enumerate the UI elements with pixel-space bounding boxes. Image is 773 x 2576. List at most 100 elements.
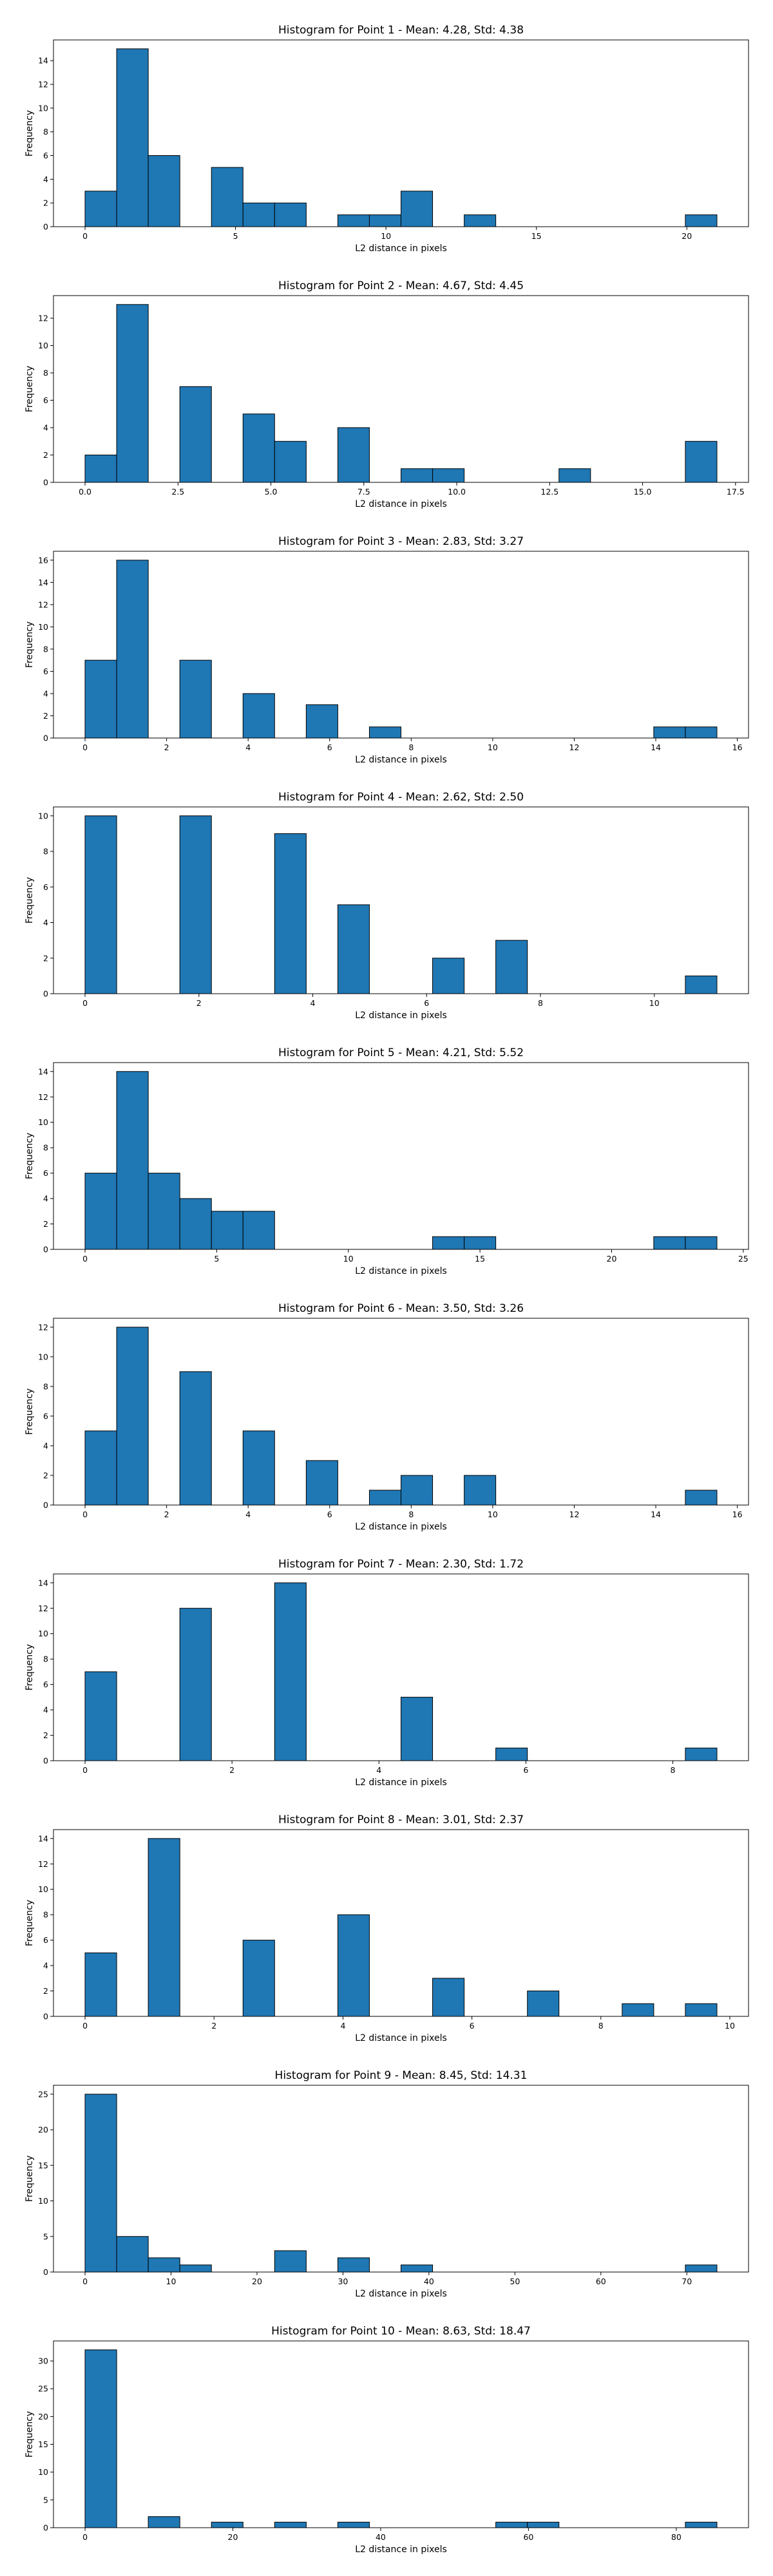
histogram-panel-2: Histogram for Point 2 - Mean: 4.67, Std:…: [24, 279, 749, 509]
y-tick-label: 4: [43, 175, 48, 184]
x-tick-label: 0: [82, 2277, 88, 2286]
histogram-bar: [685, 2521, 718, 2528]
histogram-bar: [84, 191, 117, 227]
histogram-bar: [84, 815, 117, 994]
x-axis-label: L2 distance in pixels: [355, 2033, 447, 2043]
y-tick-label: 2: [43, 953, 48, 963]
x-tick-label: 6: [327, 743, 332, 752]
y-tick-label: 8: [43, 1910, 48, 1920]
histogram-bar: [337, 2521, 370, 2528]
histogram-bar: [622, 2003, 654, 2017]
histogram-bar: [653, 1236, 686, 1250]
y-tick-label: 6: [43, 882, 48, 892]
histogram-bar: [274, 2250, 307, 2273]
x-tick-label: 2: [164, 1510, 169, 1519]
y-tick-label: 8: [43, 368, 48, 378]
x-tick-label: 10: [381, 231, 391, 241]
histogram-bar: [685, 975, 718, 994]
y-tick-label: 4: [43, 1194, 48, 1204]
y-tick-label: 0: [43, 222, 48, 232]
y-tick-label: 6: [43, 1411, 48, 1421]
plot-frame: [53, 2085, 749, 2273]
histogram-bar: [685, 1747, 718, 1761]
x-tick-label: 15.0: [634, 487, 652, 497]
x-tick-label: 8: [408, 1510, 414, 1519]
x-tick-label: 40: [376, 2532, 386, 2542]
y-axis-label: Frequency: [24, 621, 35, 668]
x-tick-label: 10: [343, 1254, 354, 1264]
histogram-bar: [432, 1236, 465, 1250]
x-axis-label: L2 distance in pixels: [355, 1522, 447, 1532]
plot-frame: [53, 551, 749, 739]
x-tick-label: 0: [82, 1765, 88, 1775]
chart-title: Histogram for Point 2 - Mean: 4.67, Std:…: [278, 279, 524, 292]
y-tick-label: 0: [43, 2268, 48, 2277]
y-tick-label: 12: [38, 314, 48, 323]
histogram-bar: [401, 1475, 434, 1506]
histogram-bar: [84, 455, 117, 483]
chart-title: Histogram for Point 7 - Mean: 2.30, Std:…: [278, 1558, 524, 1571]
histogram-bar: [274, 833, 307, 994]
histogram-bar: [242, 1211, 275, 1250]
histogram-bar: [274, 2521, 307, 2528]
x-axis-label: L2 distance in pixels: [355, 1266, 447, 1276]
x-tick-label: 10: [725, 2021, 735, 2031]
x-tick-label: 2: [229, 1765, 234, 1775]
y-axis-label: Frequency: [24, 1388, 35, 1435]
y-tick-label: 6: [43, 1168, 48, 1178]
histogram-bar: [495, 2521, 528, 2528]
histogram-bar: [148, 155, 180, 227]
y-tick-label: 12: [38, 80, 48, 90]
x-tick-label: 5.0: [265, 487, 278, 497]
histogram-bar: [401, 468, 434, 483]
histogram-bar: [527, 2521, 560, 2528]
y-tick-label: 8: [43, 127, 48, 137]
y-tick-label: 14: [38, 56, 48, 66]
x-tick-label: 60: [523, 2532, 533, 2542]
histogram-bar: [401, 191, 434, 227]
histogram-bar: [305, 1460, 338, 1506]
histogram-bar: [464, 1236, 497, 1250]
histogram-bar: [685, 2264, 718, 2273]
x-tick-label: 10.0: [448, 487, 466, 497]
x-tick-label: 6: [327, 1510, 332, 1519]
histogram-bar: [148, 1838, 180, 2017]
y-tick-label: 6: [43, 1935, 48, 1945]
histogram-bar: [337, 904, 370, 994]
x-tick-label: 2: [196, 998, 202, 1008]
y-tick-label: 12: [38, 600, 48, 609]
histogram-panel-8: Histogram for Point 8 - Mean: 3.01, Std:…: [24, 1814, 749, 2043]
histogram-bar: [179, 1607, 212, 1761]
x-tick-label: 2.5: [171, 487, 184, 497]
chart-title: Histogram for Point 4 - Mean: 2.62, Std:…: [278, 791, 524, 804]
x-tick-label: 0: [82, 743, 88, 752]
histogram-bar: [401, 2264, 434, 2273]
x-tick-label: 20: [682, 231, 692, 241]
y-tick-label: 30: [38, 2356, 48, 2366]
y-tick-label: 0: [43, 478, 48, 488]
y-tick-label: 15: [38, 2161, 48, 2170]
plot-frame: [53, 1318, 749, 1506]
y-tick-label: 5: [43, 2231, 48, 2241]
y-tick-label: 10: [38, 1352, 48, 1361]
y-tick-label: 8: [43, 847, 48, 857]
histogram-bar: [685, 1236, 718, 1250]
x-axis-label: L2 distance in pixels: [355, 755, 447, 765]
histogram-bar: [148, 2257, 180, 2273]
y-tick-label: 4: [43, 1705, 48, 1715]
plot-frame: [53, 806, 749, 994]
x-tick-label: 12: [569, 743, 580, 752]
x-tick-label: 6: [424, 998, 429, 1008]
histogram-bar: [337, 214, 370, 227]
histogram-bar: [148, 1173, 180, 1250]
histogram-bar: [274, 1582, 307, 1761]
histogram-bar: [337, 427, 370, 483]
x-tick-label: 8: [598, 2021, 604, 2031]
y-tick-label: 8: [43, 1381, 48, 1391]
histogram-bar: [685, 440, 718, 483]
x-tick-label: 20: [607, 1254, 617, 1264]
histogram-bar: [84, 2349, 117, 2528]
x-tick-label: 40: [424, 2277, 434, 2286]
histogram-bar: [116, 1071, 149, 1250]
x-tick-label: 5: [214, 1254, 219, 1264]
